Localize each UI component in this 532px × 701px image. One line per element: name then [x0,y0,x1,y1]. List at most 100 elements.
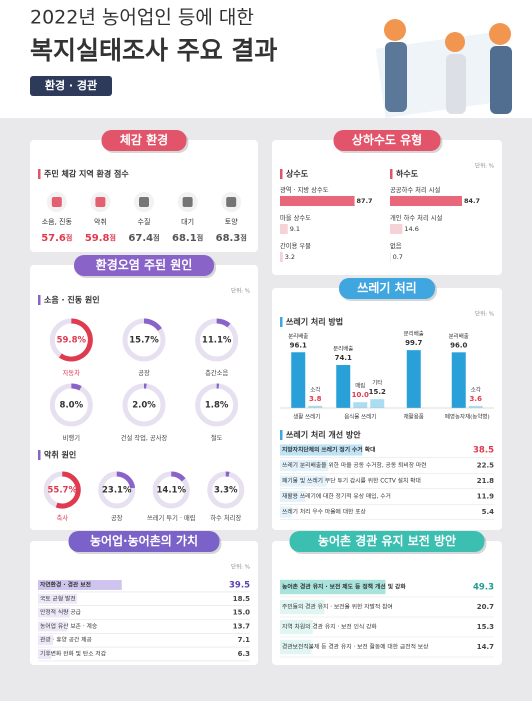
series-label: 분리배출 [288,332,308,340]
category-label: 없음 [390,242,402,250]
value-label: 96.1 [290,341,307,349]
value-label: 15.3 [477,623,494,631]
subtitle: 상수도 [286,169,309,179]
panel-pill [289,531,485,552]
unit-label: 단위: % [475,310,494,318]
value-label: 8.0% [60,401,84,411]
person [446,54,466,114]
panel-title: 체감 환경 [120,132,168,147]
bar [280,639,312,655]
icon-shape [95,197,106,207]
category-label: 수질 [138,218,151,226]
category-label: 쓰레기 처리 우수 마을에 대한 포상 [282,508,367,516]
bar [353,402,368,408]
panel-pill [101,130,187,151]
bar [38,580,122,590]
series-label: 분리배출 [333,345,353,353]
category-label: 건설 작업, 공사장 [121,433,168,442]
donut-arc [171,471,186,482]
subtitle-marker [280,430,283,440]
category-label: 공공하수 처리 시설 [390,185,441,194]
value-label: 3.3% [214,486,238,496]
value-label: 20.7 [477,603,494,611]
person [385,42,407,112]
category-label: 악취 [94,218,107,226]
donut-arc [216,318,231,328]
bar [336,365,351,408]
category-label: 쓰레기 투기 · 매립 [147,513,196,522]
panel-title: 쓰레기 처리 [357,280,416,295]
bar [280,599,325,615]
bar [280,475,327,487]
subtitle: 하수도 [396,169,419,179]
value-label: 23.1% [102,486,132,496]
bar [390,224,403,234]
bar [38,635,54,646]
panel-title: 농어업·농어촌의 가치 [90,533,198,548]
category-label: 기후변화 완화 및 탄소 저감 [40,650,107,658]
category-label: 비행기 [63,433,80,442]
subtitle-marker [280,317,283,327]
value-label: 55.7% [48,486,78,496]
score-unit: 점 [153,233,159,242]
category-label: 안정적 식량 공급 [40,608,82,616]
value-label: 3.2 [285,253,295,261]
category-label: 하수 처리장 [210,513,241,522]
value-label: 15.2 [369,388,386,396]
value-label: 3.8 [309,395,322,403]
panel-title: 환경오염 주된 원인 [96,257,193,272]
series-label: 기타 [372,379,382,387]
value-label: 9.1 [290,225,300,233]
panel [272,288,502,530]
tag: 환경 · 경관 [45,78,97,92]
category-label: 대기 [181,217,194,226]
donut-arc [116,471,136,489]
value-label: 22.5 [477,462,494,470]
title-line1: 2022년 농어업인 등에 대한 [30,7,254,29]
series-label: 소각 [310,386,320,393]
category-label: 폐기물 및 쓰레기 무단 투기 감시를 위한 CCTV 설치 확대 [282,477,421,485]
panel [272,140,502,275]
value-label: 99.7 [405,339,422,347]
bar [390,196,462,206]
score-value: 59.8점 [85,233,116,244]
value-label: 6.3 [238,650,251,658]
helmet [489,23,511,45]
subtitle-marker [390,169,393,179]
unit-label: 단위: % [475,162,494,170]
person [490,46,512,114]
subtitle-marker [38,450,41,460]
subtitle: 악취 원인 [44,450,76,460]
value-label: 11.9 [477,493,494,501]
panel-pill [339,278,435,299]
bar [280,196,355,206]
value-label: 11.1% [202,336,232,346]
score-number: 68.3 [216,233,241,244]
category-label: 토양 [225,218,238,226]
bar [291,352,306,408]
panel-pill [68,531,220,552]
series-label: 매립 [355,382,365,390]
helmet [445,32,465,52]
subtitle-marker [38,169,41,179]
value-label: 3.6 [470,395,483,403]
score-value: 68.3점 [216,233,247,244]
series-label: 분리배출 [449,332,469,340]
icon-shape [51,197,62,207]
bar [38,649,52,659]
value-label: 0.7 [393,253,403,261]
icon-shape [226,197,237,207]
helmet [384,19,406,41]
score-value: 57.6점 [41,233,72,244]
category-label: 간이용 우물 [280,241,311,250]
category-label: 관광 · 휴양 공간 제공 [40,636,93,644]
value-label: 15.7% [129,336,159,346]
value-label: 39.5 [229,581,250,591]
icon-shape [139,197,149,207]
bar [280,252,283,262]
value-label: 96.0 [450,341,467,349]
value-label: 14.7 [477,643,494,651]
value-label: 2.0% [132,401,156,411]
bar [38,607,70,618]
value-label: 84.7 [464,197,480,205]
